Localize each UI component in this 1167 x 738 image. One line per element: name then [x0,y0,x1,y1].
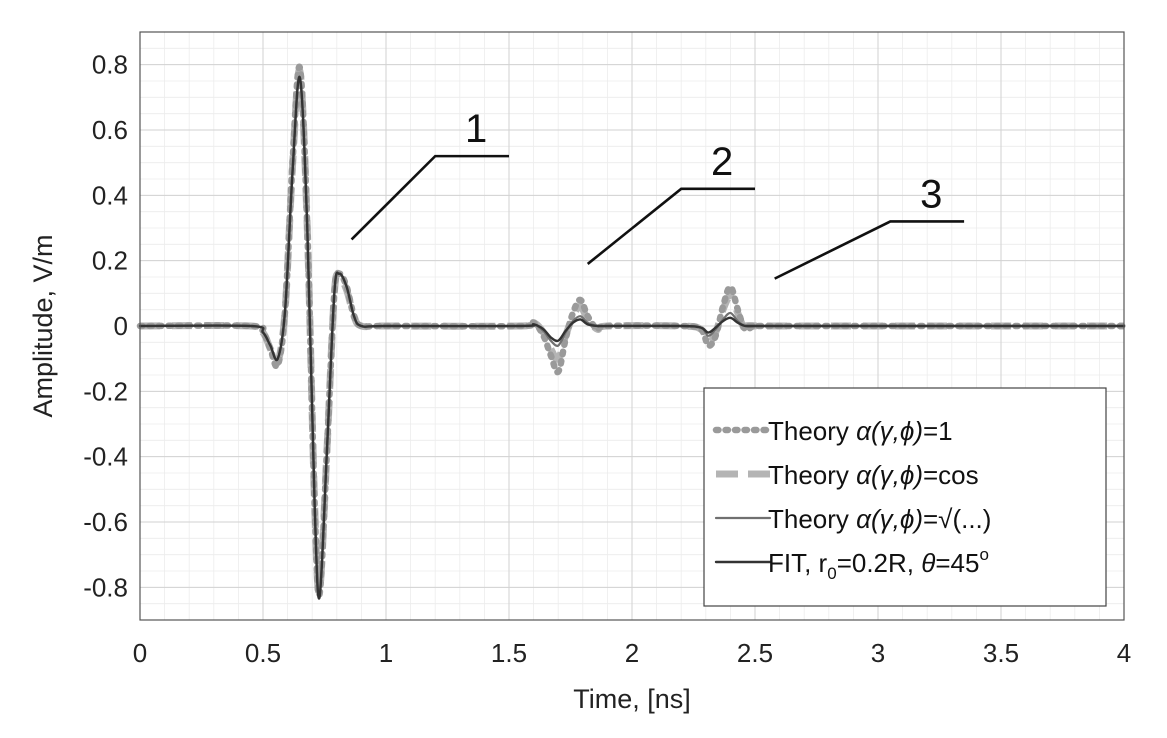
legend-entry-superscript: o [979,545,988,564]
y-tick-label: 0.8 [92,50,128,80]
x-tick-label: 3 [871,638,885,668]
x-tick-label: 0 [133,638,147,668]
annotation-leader-line [350,154,509,241]
legend-entry-prefix: FIT, r [768,548,828,578]
y-axis-title: Amplitude, V/m [28,234,58,417]
x-axis-ticks: 0 0.5 1 1.5 2 2.5 3 3.5 4 [133,638,1131,668]
x-axis-title: Time, [ns] [573,684,691,714]
y-tick-label: -0.8 [83,572,128,602]
legend-entry-formula: α(γ,ϕ) [856,460,923,490]
y-tick-label: 0 [114,311,128,341]
legend-entry-suffix: =45 [935,548,979,578]
y-tick-label: 0.6 [92,115,128,145]
y-axis-ticks: 0.8 0.6 0.4 0.2 0 -0.2 -0.4 -0.6 -0.8 [83,50,128,603]
legend-entry-suffix: =cos [923,460,979,490]
x-tick-label: 4 [1117,638,1131,668]
x-tick-label: 2.5 [737,638,773,668]
legend-entry-mid: =0.2R, [837,548,922,578]
plot-frame [139,31,1125,621]
annotation-label: 3 [920,172,942,216]
legend: Theory α(γ,ϕ)=1 Theory α(γ,ϕ)=cos Theory… [703,387,1107,607]
annotation-leader-line [774,220,965,280]
series-layer [136,63,1128,600]
annotation-leader-line [586,187,755,265]
y-tick-label: -0.6 [83,507,128,537]
legend-entry-formula: θ [921,548,935,578]
legend-entry-prefix: Theory [768,504,856,534]
series-line-3 [138,75,1126,600]
x-tick-label: 1.5 [491,638,527,668]
legend-entry-prefix: Theory [768,460,856,490]
legend-entry-suffix: =1 [923,416,953,446]
legend-entry-theory-alpha-cos: Theory α(γ,ϕ)=cos [768,460,979,490]
legend-entry-subscript: 0 [827,564,836,583]
y-tick-label: 0.2 [92,246,128,276]
y-tick-label: -0.4 [83,442,128,472]
annotation-label: 2 [711,140,733,184]
legend-entry-suffix: =√(...) [923,504,991,534]
legend-entry-prefix: Theory [768,416,856,446]
legend-entry-fit: FIT, r0=0.2R, θ=45o [768,545,989,583]
x-tick-label: 0.5 [245,638,281,668]
x-tick-label: 2 [625,638,639,668]
legend-entry-theory-alpha-1: Theory α(γ,ϕ)=1 [768,416,953,446]
legend-entry-theory-alpha-sqrt: Theory α(γ,ϕ)=√(...) [768,504,991,534]
y-tick-label: 0.4 [92,180,128,210]
annotations: 1 2 3 [350,107,965,280]
legend-entry-formula: α(γ,ϕ) [856,504,923,534]
x-tick-label: 3.5 [983,638,1019,668]
x-tick-label: 1 [379,638,393,668]
y-tick-label: -0.2 [83,376,128,406]
legend-box [703,387,1107,607]
annotation-label: 1 [465,107,487,151]
legend-entry-formula: α(γ,ϕ) [856,416,923,446]
